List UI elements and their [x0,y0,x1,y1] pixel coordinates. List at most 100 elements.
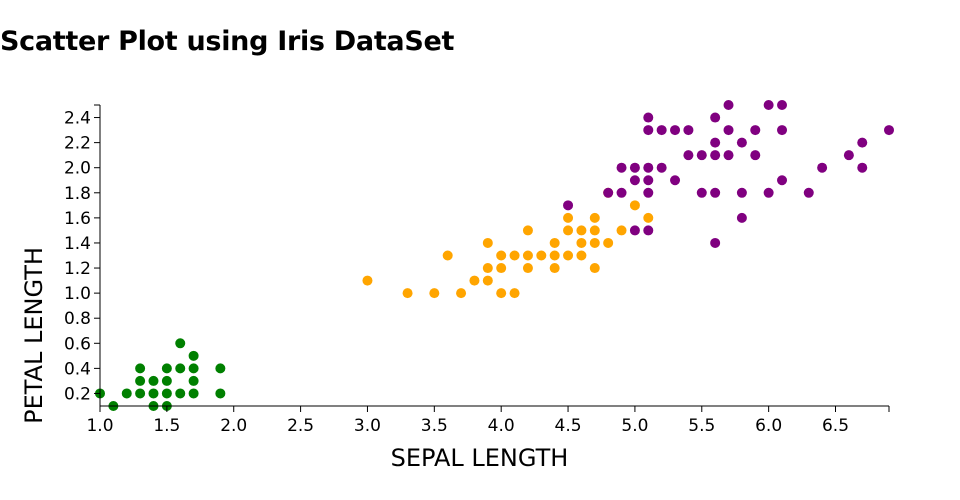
data-point [616,162,627,173]
data-point [589,237,600,248]
data-point [736,212,747,223]
y-tick-label: 0.4 [64,359,91,379]
data-point [442,250,453,261]
y-tick-label: 0.6 [64,334,91,354]
data-point [736,137,747,148]
data-point [549,237,560,248]
data-point [803,187,814,198]
x-tick-label: 4.0 [488,416,515,436]
data-point [643,112,654,123]
data-point [670,125,681,136]
data-point [629,200,640,211]
y-tick-label: 2.4 [64,109,91,129]
data-point [710,137,721,148]
data-point [563,212,574,223]
data-point [683,150,694,161]
data-point [121,388,132,399]
data-point [161,375,172,386]
x-tick-label: 3.0 [354,416,381,436]
data-point [643,125,654,136]
data-point [857,137,868,148]
data-point [643,225,654,236]
axes-layer [94,104,890,412]
data-point [563,250,574,261]
data-point [175,338,186,349]
data-point [509,288,520,299]
data-point [643,212,654,223]
data-point [857,162,868,173]
x-tick-label: 3.5 [421,416,448,436]
data-point [817,162,828,173]
y-axis-title: PETAL LENGTH [20,247,48,424]
data-point [723,100,734,110]
data-point [656,125,667,136]
data-point [161,363,172,374]
data-point [549,263,560,274]
x-tick-label: 6.0 [755,416,782,436]
data-point [843,150,854,161]
y-tick-label: 1.4 [64,234,91,254]
data-point [589,263,600,274]
x-tick-label: 1.0 [86,416,113,436]
data-point [750,150,761,161]
data-point [496,263,507,274]
x-tick-label: 1.5 [153,416,180,436]
y-tick-label: 0.8 [64,309,91,329]
data-point [616,187,627,198]
x-ticks: 1.0 1.5 2.0 2.5 3.0 3.5 4.0 4.5 5.0 5.5 6.0 6.5 [86,406,849,436]
data-point [777,175,788,186]
data-point [629,175,640,186]
x-tick-label: 2.5 [287,416,314,436]
y-tick-label: 2.2 [64,134,91,154]
x-tick-label: 5.5 [688,416,715,436]
data-point [175,363,186,374]
x-tick-label: 6.5 [822,416,849,436]
y-tick-label: 1.0 [64,284,91,304]
data-point [429,288,440,299]
series-2 [362,187,654,299]
chart-title: Scatter Plot using Iris DataSet [0,26,455,57]
data-point [188,363,199,374]
data-point [616,225,627,236]
data-point [496,288,507,299]
y-tick-label: 1.8 [64,184,91,204]
x-tick-label: 4.5 [555,416,582,436]
y-tick-label: 1.2 [64,259,91,279]
data-point [482,275,493,286]
data-point [710,112,721,123]
data-point [496,250,507,261]
data-point [696,150,707,161]
data-point [656,162,667,173]
x-tick-label: 5.0 [621,416,648,436]
y-ticks: 0.2 0.4 0.6 0.8 1.0 1.2 1.4 1.6 1.8 2.0 2.2 2.4 [64,109,100,404]
data-point [629,225,640,236]
data-point [522,250,533,261]
data-point [148,388,159,399]
data-point [482,237,493,248]
data-point [175,388,186,399]
data-point [563,225,574,236]
y-tick-label: 2.0 [64,159,91,179]
data-point [215,388,226,399]
points-layer [95,100,894,411]
data-point [710,237,721,248]
data-point [536,250,547,261]
data-point [723,150,734,161]
data-point [215,363,226,374]
data-point [777,100,788,110]
data-point [750,125,761,136]
series-1 [95,338,226,411]
data-point [482,263,493,274]
x-tick-label: 2.0 [220,416,247,436]
data-point [549,250,560,261]
x-axis-title: SEPAL LENGTH [391,444,569,472]
data-point [589,212,600,223]
y-tick-label: 0.2 [64,384,91,404]
data-point [643,162,654,173]
data-point [188,375,199,386]
data-point [603,187,614,198]
data-point [723,125,734,136]
data-point [884,125,894,136]
data-point [710,187,721,198]
